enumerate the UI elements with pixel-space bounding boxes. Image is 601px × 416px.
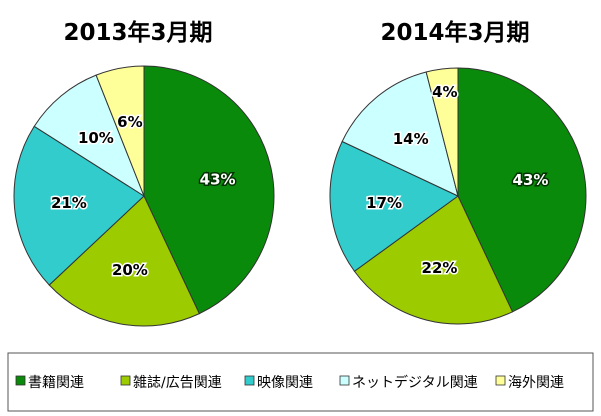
legend-label: ネットデジタル関連 (352, 374, 478, 391)
pie-slice (33, 74, 146, 198)
pie-slice (457, 67, 587, 313)
legend-box (7, 352, 594, 412)
pie-slice (95, 65, 145, 197)
legend-label: 書籍関連 (28, 374, 84, 391)
data-label: 10% (78, 129, 114, 147)
data-label: 20% (112, 261, 148, 279)
legend-swatch (120, 375, 131, 386)
pie-slice (13, 125, 145, 286)
data-label: 17% (366, 194, 402, 212)
legend-swatch (15, 375, 26, 386)
pie-slice (48, 195, 201, 327)
data-label: 43% (513, 171, 549, 189)
data-label: 43% (200, 171, 236, 189)
legend: 書籍関連 雑誌/広告関連 映像関連 ネットデジタル関連 海外関連 (15, 374, 564, 391)
legend-swatch (339, 375, 350, 386)
pie-chart-2013: 43% 20% 21% 10%6% (13, 65, 275, 327)
data-label: 6% (117, 113, 142, 131)
pie-slice (143, 65, 275, 315)
chart-title-2013: 2013年3月期 (63, 19, 212, 46)
legend-label: 雑誌/広告関連 (133, 375, 222, 391)
pie-chart-2014: 43% 22% 17% 14% 4% (329, 67, 587, 325)
data-label: 22% (422, 259, 458, 277)
pie-slice (341, 71, 459, 197)
chart-title-2014: 2014年3月期 (380, 19, 529, 46)
data-label: 4% (432, 83, 457, 101)
data-label: 21% (51, 194, 87, 212)
pie-slice (425, 67, 459, 197)
legend-label: 映像関連 (257, 375, 313, 391)
data-label: 14% (393, 130, 429, 148)
pie-slice (329, 140, 459, 272)
pie-slice (353, 195, 514, 325)
legend-swatch (244, 375, 255, 386)
legend-label: 海外関連 (508, 375, 564, 391)
legend-swatch (495, 375, 506, 386)
